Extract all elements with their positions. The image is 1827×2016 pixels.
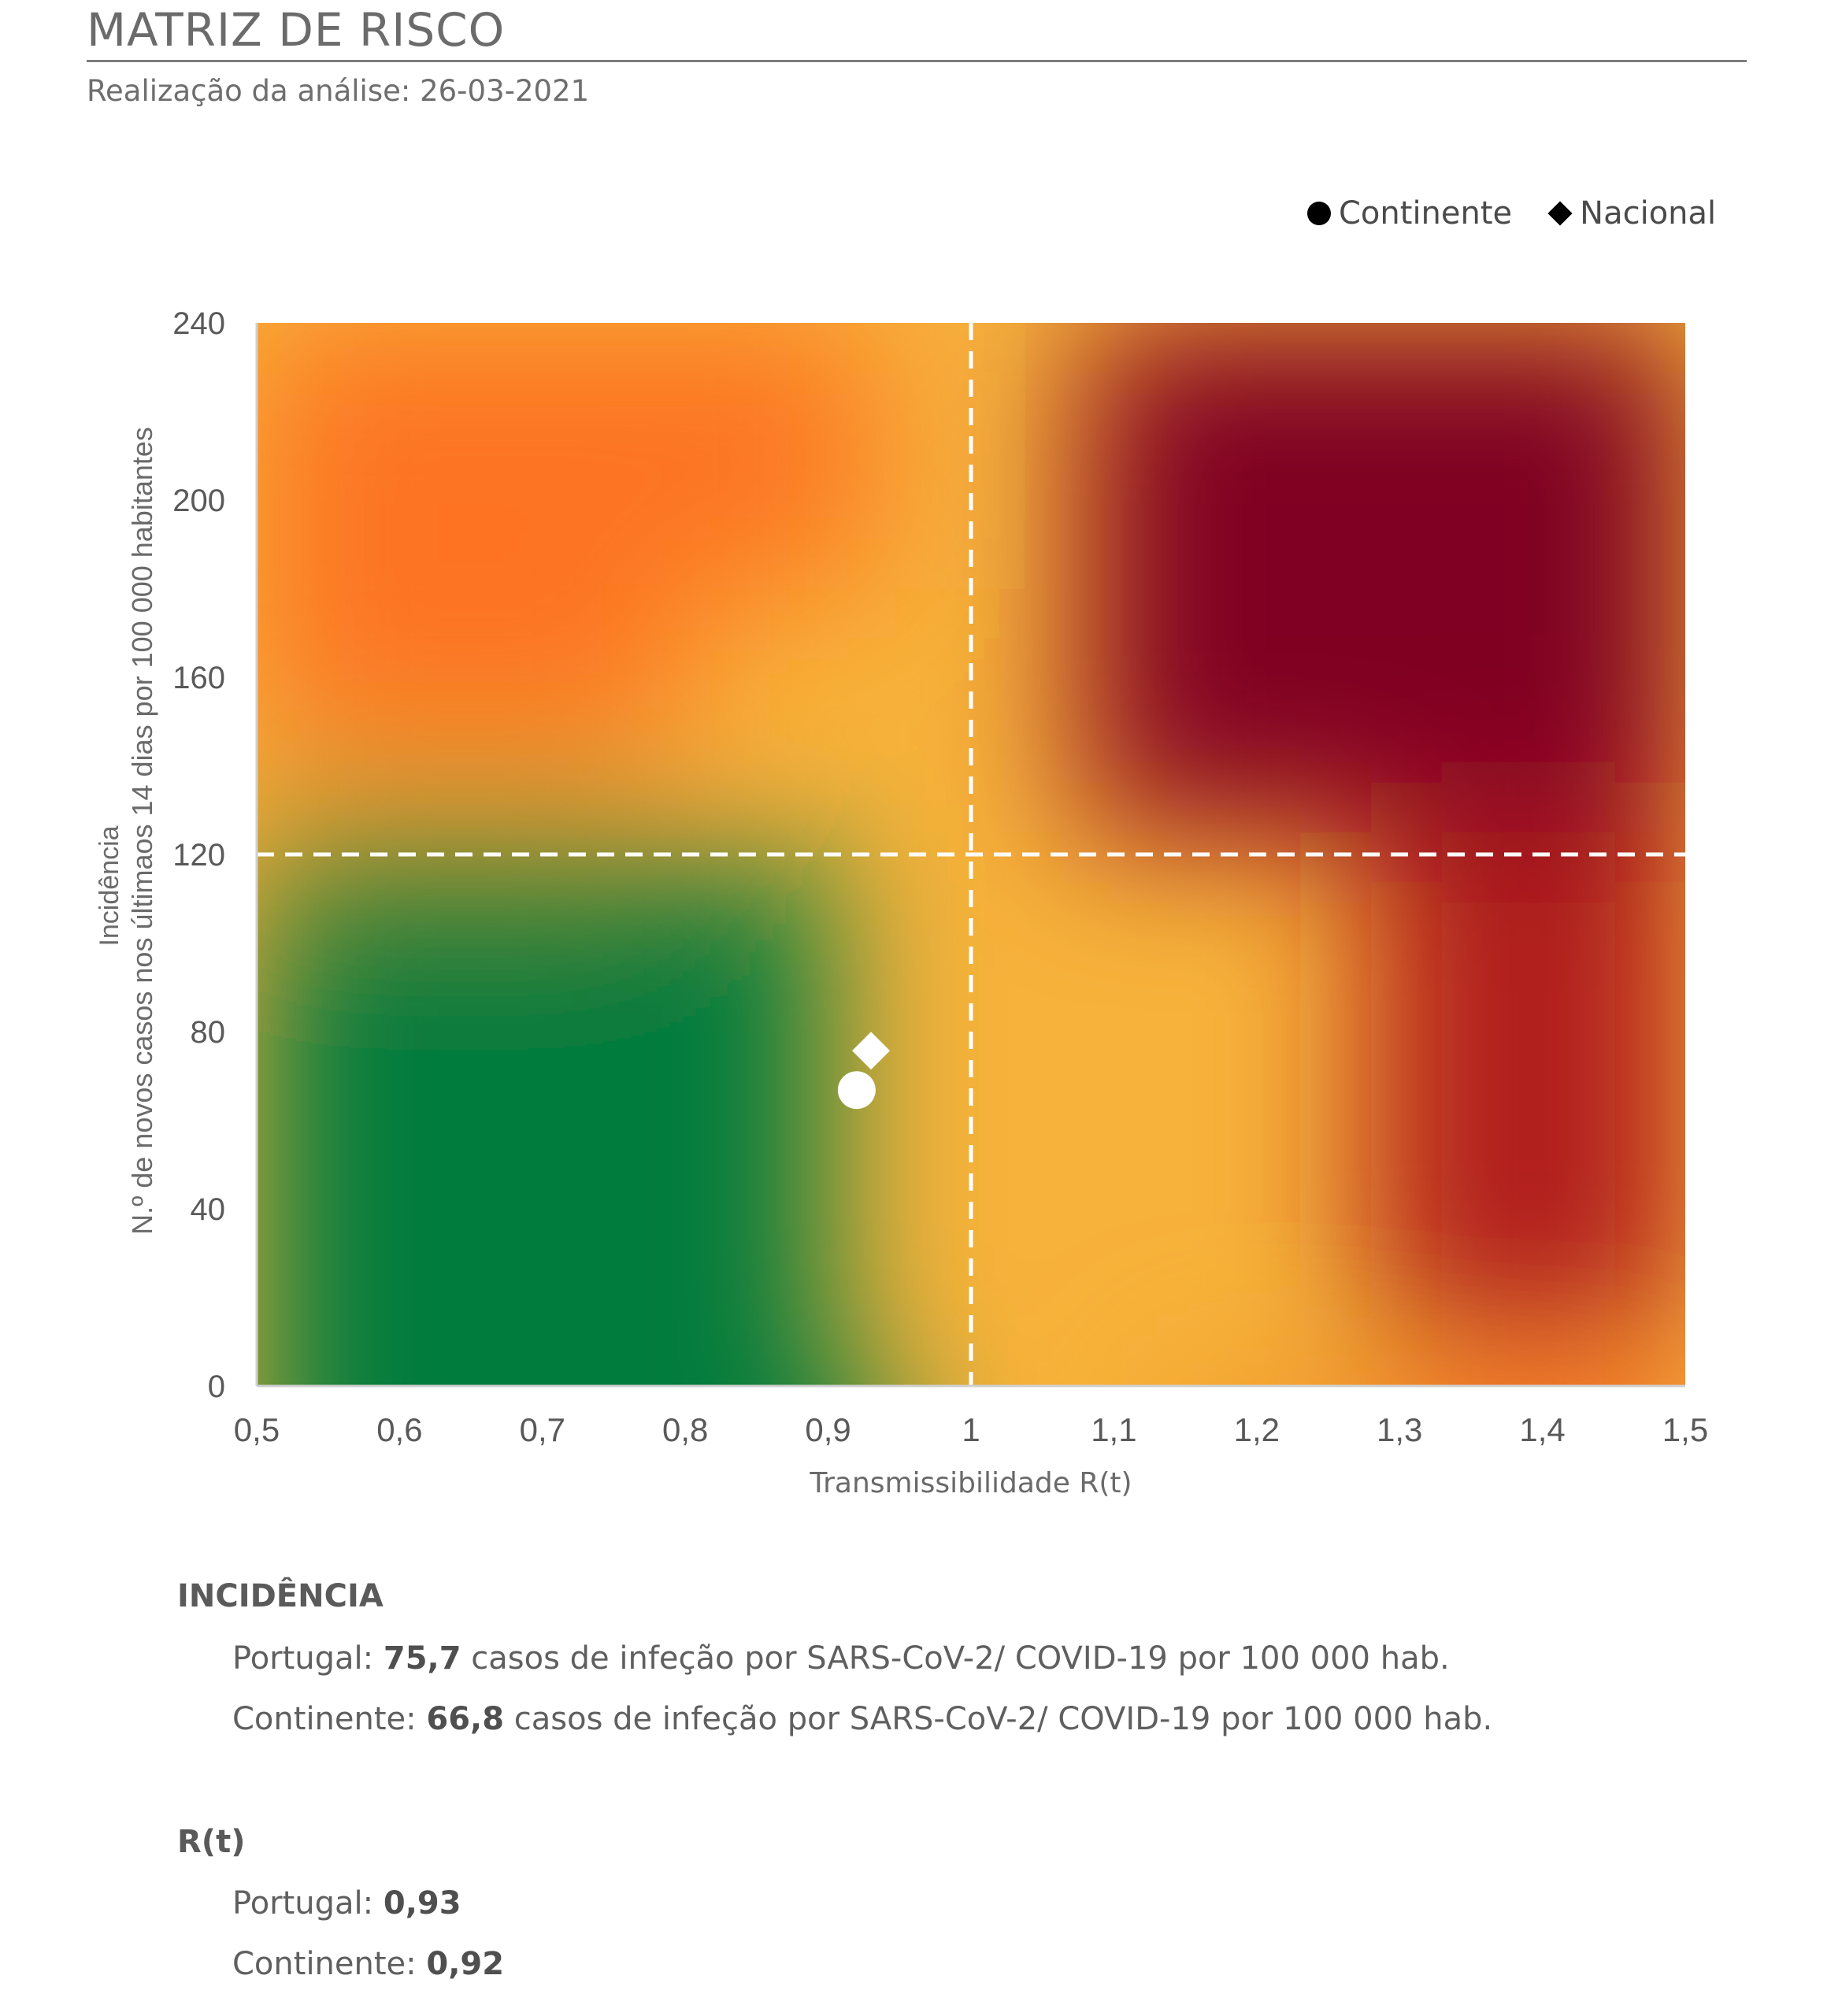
analysis-date: Realização da análise: 26-03-2021: [87, 74, 590, 108]
chart-legend: Continente Nacional: [1307, 195, 1751, 232]
rt-continente-line: Continente: 0,92: [232, 1946, 504, 1982]
legend-item-continente: Continente: [1307, 195, 1512, 232]
incidencia-heading: INCIDÊNCIA: [177, 1578, 384, 1614]
incidencia-continente-line: Continente: 66,8 casos de infeção por SA…: [232, 1701, 1492, 1737]
x-tick-label: 0,6: [376, 1411, 422, 1448]
legend-label-nacional: Nacional: [1580, 195, 1717, 232]
title-divider: [87, 60, 1747, 62]
x-tick-label: 1,1: [1091, 1411, 1136, 1448]
rt-section: R(t): [177, 1824, 245, 1860]
continente-incidence-text: casos de infeção por SARS-CoV-2/ COVID-1…: [504, 1701, 1493, 1737]
y-tick-label: 40: [191, 1192, 226, 1227]
marker-nacional: [852, 1032, 891, 1070]
continente-rt-value: 0,92: [426, 1946, 505, 1982]
incidencia-section: INCIDÊNCIA: [177, 1578, 384, 1614]
heat-blob-5: [1142, 323, 1685, 744]
data-points: [837, 1032, 891, 1110]
x-tick-label: 1: [962, 1411, 980, 1448]
heat-blob-1: [257, 1386, 899, 1544]
y-tick-label: 200: [172, 484, 225, 518]
portugal-incidence-text: casos de infeção por SARS-CoV-2/ COVID-1…: [461, 1640, 1450, 1677]
risk-matrix-chart: 0 40 80 120 160 200 240 0,5 0,6 0,7 0,8 0,9 1 1,1 1,2 1…: [94, 306, 1708, 1544]
x-tick-label: 0,8: [662, 1411, 708, 1448]
x-tick-label: 1,5: [1662, 1411, 1708, 1448]
rt-portugal-line: Portugal: 0,93: [232, 1885, 461, 1922]
y-tick-label: 160: [172, 661, 225, 695]
heat-blob-7: [1371, 1386, 1685, 1544]
heat-blob-6: [1370, 832, 1685, 1342]
continente-label: Continente:: [232, 1701, 427, 1737]
portugal-rt-value: 0,93: [383, 1885, 461, 1922]
x-tick-label: 0,7: [520, 1411, 565, 1448]
tick-labels: 0 40 80 120 160 200 240 0,5 0,6 0,7 0,8 0,9 1 1,1 1,2 1…: [172, 306, 1708, 1448]
continente-incidence-value: 66,8: [426, 1701, 505, 1737]
y-tick-label: 0: [208, 1369, 225, 1404]
heat-blob-8: [1171, 1386, 1399, 1544]
portugal-label: Portugal:: [232, 1640, 384, 1677]
circle-marker-icon: [1307, 202, 1331, 225]
axis-titles: Transmissibilidade R(t) Incidência N.º de …: [94, 427, 1132, 1499]
heat-blob-0: [257, 854, 828, 1386]
rt-heading: R(t): [177, 1824, 246, 1860]
portugal-incidence-value: 75,7: [383, 1640, 461, 1677]
x-tick-label: 1,4: [1519, 1411, 1565, 1448]
y-tick-label: 120: [172, 838, 225, 873]
page-title: MATRIZ DE RISCO: [87, 3, 506, 57]
y-tick-label: 240: [172, 306, 225, 341]
continente-rt-label: Continente:: [232, 1946, 427, 1982]
legend-label-continente: Continente: [1339, 195, 1513, 232]
x-axis-title: Transmissibilidade R(t): [809, 1467, 1132, 1499]
legend-item-nacional: Nacional: [1547, 195, 1716, 232]
chart-axes: [255, 323, 1685, 1388]
x-tick-label: 0,5: [234, 1411, 280, 1448]
x-tick-label: 1,2: [1234, 1411, 1280, 1448]
marker-continente: [837, 1071, 876, 1110]
x-tick-label: 1,3: [1377, 1411, 1422, 1448]
y-axis-title-line2: N.º de novos casos nos últimaos 14 dias …: [126, 427, 158, 1235]
y-tick-label: 80: [191, 1015, 226, 1050]
incidencia-portugal-line: Portugal: 75,7 casos de infeção por SARS…: [232, 1640, 1450, 1677]
portugal-rt-label: Portugal:: [232, 1885, 384, 1922]
y-axis-title-line1: Incidência: [94, 825, 124, 946]
x-tick-label: 0,9: [805, 1411, 850, 1448]
threshold-lines: [257, 323, 1685, 1386]
heat-blob-3: [257, 323, 872, 589]
